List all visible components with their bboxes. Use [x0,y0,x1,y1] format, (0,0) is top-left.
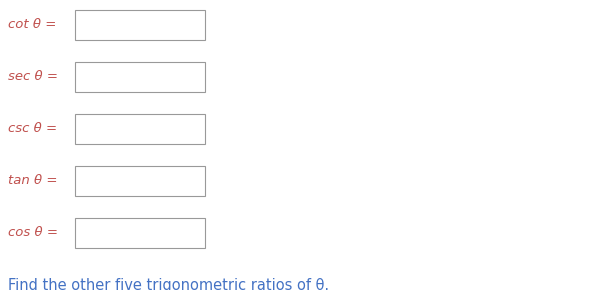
Bar [75,218,205,248]
Bar [75,166,205,196]
Bar [75,10,205,40]
Text: tan θ =: tan θ = [8,175,57,188]
Text: cot θ =: cot θ = [8,19,56,32]
Text: cos θ =: cos θ = [8,226,58,240]
Text: sec θ =: sec θ = [8,70,58,84]
Text: csc θ =: csc θ = [8,122,57,135]
Text: Find the other five trigonometric ratios of θ.: Find the other five trigonometric ratios… [8,278,329,290]
Bar [75,114,205,144]
Bar [75,62,205,92]
